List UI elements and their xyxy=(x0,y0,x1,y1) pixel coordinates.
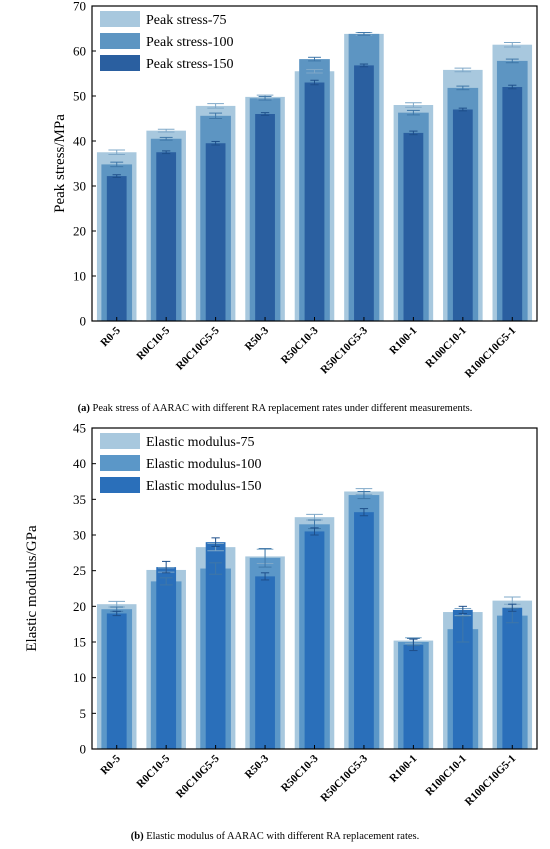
legend-label-0: Elastic modulus-75 xyxy=(146,435,255,450)
y-tick-label-1: 5 xyxy=(80,706,87,721)
x-tick-label-7: R100C10-1 xyxy=(423,753,469,799)
bar-2-6 xyxy=(403,132,424,321)
y-tick-label-5: 25 xyxy=(73,563,86,578)
legend-swatch-0 xyxy=(100,433,140,449)
bar-2-0 xyxy=(106,613,127,749)
legend-label-2: Peak stress-150 xyxy=(146,57,234,72)
bar-2-8 xyxy=(502,607,523,749)
panel-a: 0 10 20 30 40 50 60 70 R0-5 R0C10-5 R0C10G5-5 R50-3… xyxy=(0,0,550,420)
y-axis-label: Peak stress/MPa xyxy=(52,114,68,213)
y-tick-label-8: 40 xyxy=(73,456,86,471)
caption-b-text: Elastic modulus of AARAC with different … xyxy=(143,831,420,842)
y-tick-label-1: 10 xyxy=(73,269,86,284)
legend-swatch-1 xyxy=(100,455,140,471)
y-tick-label-4: 40 xyxy=(73,134,86,149)
x-tick-label-3: R50-3 xyxy=(243,324,272,353)
peak-stress-chart: 0 10 20 30 40 50 60 70 R0-5 R0C10-5 R0C10G5-5 R50-3… xyxy=(52,0,538,381)
y-tick-label-5: 50 xyxy=(73,89,86,104)
y-tick-label-6: 30 xyxy=(73,528,86,543)
y-tick-label-4: 20 xyxy=(73,599,86,614)
caption-a: (a) Peak stress of AARAC with different … xyxy=(0,403,550,414)
y-tick-label-0: 0 xyxy=(80,742,87,757)
caption-b: (b) Elastic modulus of AARAC with differ… xyxy=(0,831,550,842)
bar-2-2 xyxy=(205,542,226,749)
x-tick-label-5: R50C10G5-3 xyxy=(318,324,370,376)
x-tick-label-2: R0C10G5-5 xyxy=(174,324,222,372)
y-axis-label: Elastic modulus/GPa xyxy=(24,525,40,652)
y-tick-label-2: 10 xyxy=(73,670,86,685)
y-tick-label-2: 20 xyxy=(73,224,86,239)
caption-a-text: Peak stress of AARAC with different RA r… xyxy=(89,403,473,414)
legend-swatch-2 xyxy=(100,477,140,493)
legend-swatch-2 xyxy=(100,55,140,71)
bar-2-2 xyxy=(205,143,226,321)
bar-2-5 xyxy=(354,65,374,322)
y-tick-label-3: 15 xyxy=(73,635,86,650)
bar-2-5 xyxy=(354,512,374,749)
bar-2-4 xyxy=(304,531,325,749)
bar-2-1 xyxy=(156,152,177,321)
bar-2-7 xyxy=(452,109,473,321)
bar-2-4 xyxy=(304,82,325,321)
legend-label-2: Elastic modulus-150 xyxy=(146,479,262,494)
bar-2-6 xyxy=(403,644,424,749)
elastic-modulus-chart: 0 5 10 15 20 25 30 35 40 45 R0-5 R0C10-5 R0C10G5-5 R5… xyxy=(24,421,538,809)
legend-label-1: Peak stress-100 xyxy=(146,35,234,50)
y-tick-label-3: 30 xyxy=(73,179,86,194)
x-tick-label-0: R0-5 xyxy=(98,324,123,349)
x-tick-label-1: R0C10-5 xyxy=(134,324,172,362)
x-tick-label-3: R50-3 xyxy=(243,752,272,781)
x-tick-label-0: R0-5 xyxy=(98,752,123,777)
y-tick-label-9: 45 xyxy=(73,421,86,436)
legend-label-1: Elastic modulus-100 xyxy=(146,457,262,472)
caption-b-label: (b) xyxy=(130,831,144,842)
x-tick-label-8: R100C10G5-1 xyxy=(463,325,519,381)
x-tick-label-6: R100-1 xyxy=(387,753,419,785)
bar-2-1 xyxy=(156,567,177,749)
bar-2-8 xyxy=(502,87,523,321)
bar-2-7 xyxy=(452,609,473,749)
legend-label-0: Peak stress-75 xyxy=(146,13,227,28)
x-tick-label-7: R100C10-1 xyxy=(423,325,469,371)
legend-swatch-0 xyxy=(100,11,140,27)
y-tick-label-7: 70 xyxy=(73,0,86,14)
y-tick-label-0: 0 xyxy=(80,314,87,329)
x-tick-label-4: R50C10-3 xyxy=(279,324,321,366)
bar-2-3 xyxy=(255,114,275,321)
y-tick-label-7: 35 xyxy=(73,492,86,507)
x-tick-label-2: R0C10G5-5 xyxy=(174,752,222,800)
x-tick-label-1: R0C10-5 xyxy=(134,752,172,790)
bar-2-0 xyxy=(106,176,127,321)
x-tick-label-8: R100C10G5-1 xyxy=(463,753,519,809)
y-tick-label-6: 60 xyxy=(73,44,86,59)
panel-b: 0 5 10 15 20 25 30 35 40 45 R0-5 R0C10-5 R0C10G5-5 R5… xyxy=(0,420,550,849)
x-tick-label-5: R50C10G5-3 xyxy=(318,752,370,804)
x-tick-label-6: R100-1 xyxy=(387,325,419,357)
caption-a-label: (a) xyxy=(77,403,90,414)
bar-2-3 xyxy=(255,576,275,749)
x-tick-label-4: R50C10-3 xyxy=(279,752,321,794)
legend-swatch-1 xyxy=(100,33,140,49)
